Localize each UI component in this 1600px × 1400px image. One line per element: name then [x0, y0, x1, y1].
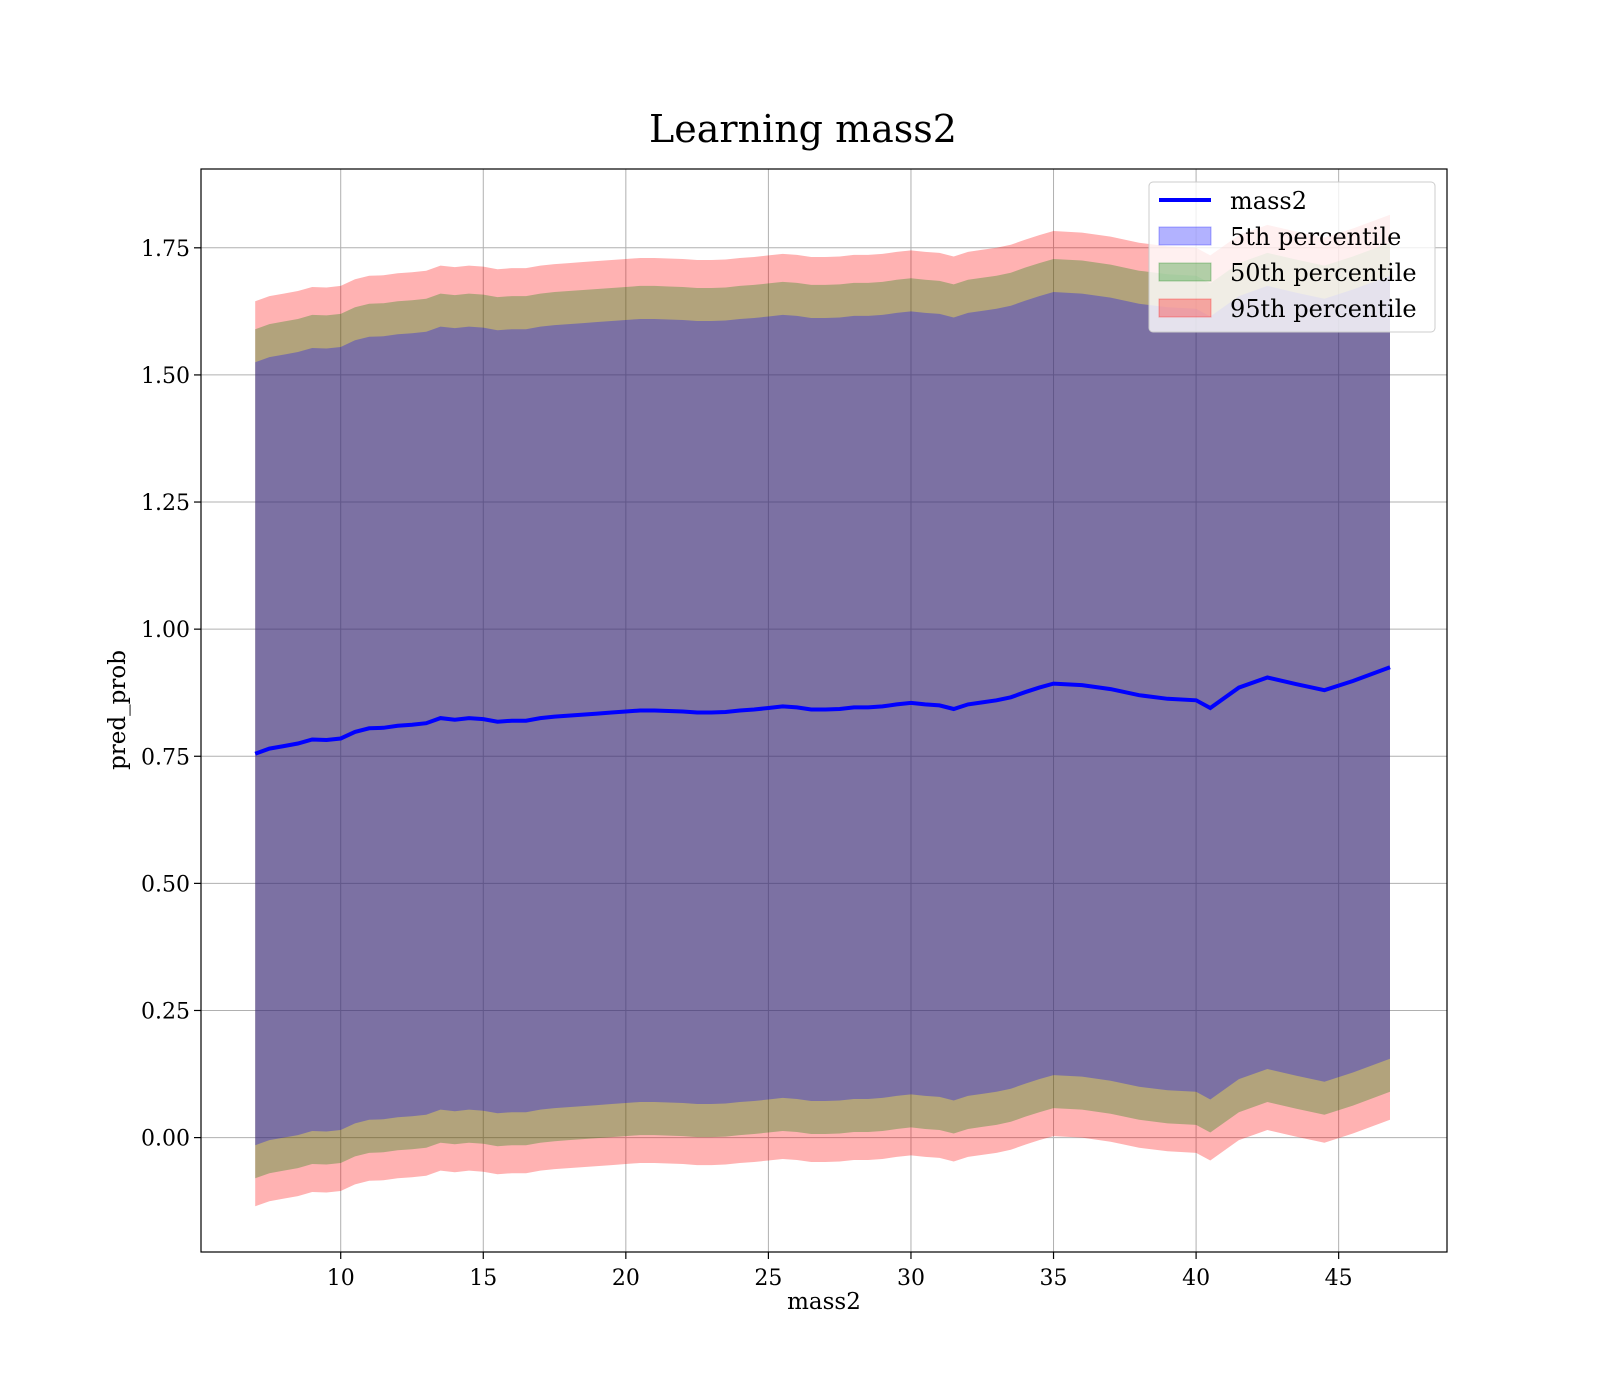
legend-label-mass2: mass2 — [1230, 187, 1307, 215]
legend-label-95th: 95th percentile — [1230, 295, 1417, 323]
series-line-mass2 — [254, 665, 1391, 756]
y-tick-label: 1.75 — [141, 237, 190, 262]
y-tick-label: 1.00 — [141, 618, 190, 643]
x-tick-label: 10 — [327, 1266, 355, 1291]
percentile-bands — [255, 214, 1391, 1207]
x-tick-label: 25 — [754, 1266, 782, 1291]
y-tick-label: 1.50 — [141, 364, 190, 389]
grid — [201, 169, 1447, 1252]
legend-label-50th: 50th percentile — [1230, 259, 1417, 287]
x-tick-label: 15 — [469, 1266, 497, 1291]
y-axis-ticks: 0.00 0.25 0.50 0.75 1.00 1.25 1.50 1.75 — [141, 237, 201, 1152]
legend: mass2 5th percentile 50th percentile 95t… — [1148, 181, 1436, 333]
legend-swatch-5th — [1158, 226, 1212, 246]
x-tick-label: 35 — [1040, 1266, 1068, 1291]
legend-swatch-50th — [1158, 262, 1212, 282]
y-tick-label: 1.25 — [141, 491, 190, 516]
plot-frame — [200, 168, 1448, 1253]
legend-box — [1148, 181, 1436, 333]
x-tick-label: 45 — [1325, 1266, 1353, 1291]
y-tick-label: 0.00 — [141, 1127, 190, 1152]
x-axis-ticks: 10 15 20 25 30 35 40 45 — [327, 1252, 1353, 1291]
y-tick-label: 0.75 — [141, 745, 190, 770]
legend-swatch-95th — [1158, 298, 1212, 318]
y-tick-label: 0.50 — [141, 872, 190, 897]
x-axis-label: mass2 — [787, 1289, 861, 1315]
legend-label-5th: 5th percentile — [1230, 223, 1401, 251]
y-tick-label: 0.25 — [141, 999, 190, 1024]
x-tick-label: 40 — [1182, 1266, 1210, 1291]
chart-title: Learning mass2 — [649, 107, 957, 151]
y-axis-label: pred_prob — [105, 650, 131, 770]
x-tick-label: 30 — [897, 1266, 925, 1291]
x-tick-label: 20 — [612, 1266, 640, 1291]
